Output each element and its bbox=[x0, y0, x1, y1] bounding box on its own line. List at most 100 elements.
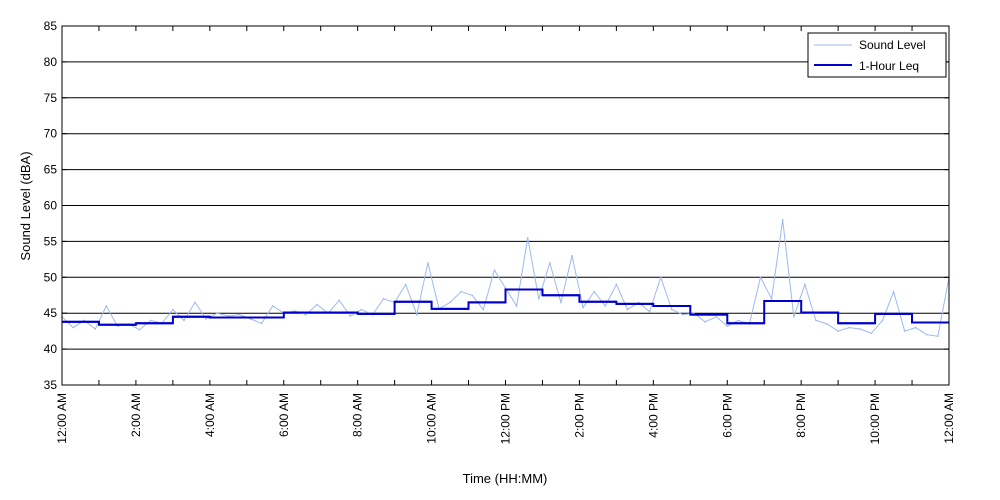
sound-level-point bbox=[94, 328, 97, 330]
sound-level-point bbox=[172, 308, 174, 311]
legend: Sound Level 1-Hour Leq bbox=[807, 32, 947, 78]
sound-level-point bbox=[593, 290, 595, 293]
sound-level-point bbox=[903, 330, 906, 332]
sound-level-point bbox=[116, 325, 119, 327]
sound-level-point bbox=[460, 290, 462, 293]
sound-level-point bbox=[781, 219, 784, 221]
series-layer bbox=[61, 219, 950, 337]
sound-level-point bbox=[271, 305, 274, 307]
y-axis-title: Sound Level (dBA) bbox=[18, 151, 33, 260]
x-tick-label: 12:00 PM bbox=[499, 393, 513, 444]
sound-level-point bbox=[926, 333, 928, 336]
sound-level-point bbox=[360, 308, 363, 311]
legend-label-1-hour-leq: 1-Hour Leq bbox=[859, 59, 919, 73]
x-tick-label: 10:00 PM bbox=[868, 393, 882, 444]
sound-level-point bbox=[826, 323, 828, 325]
x-tick-label: 8:00 AM bbox=[351, 393, 365, 437]
legend-box bbox=[807, 32, 947, 78]
sound-level-point bbox=[338, 299, 340, 302]
y-ticks: 35 40 45 50 55 60 65 70 75 80 85 bbox=[44, 19, 949, 392]
sound-level-point bbox=[626, 308, 629, 311]
x-tick-label: 12:00 AM bbox=[55, 393, 69, 444]
sound-level-point bbox=[759, 276, 762, 279]
y-tick-label: 35 bbox=[44, 378, 58, 392]
x-tick-label: 12:00 AM bbox=[942, 393, 956, 444]
sound-level-point bbox=[238, 313, 241, 316]
sound-level-point bbox=[72, 326, 74, 329]
sound-level-point bbox=[471, 294, 474, 297]
sound-level-point bbox=[804, 283, 806, 286]
sound-level-point bbox=[205, 318, 207, 320]
sound-level-point bbox=[138, 328, 141, 331]
sound-level-point bbox=[149, 319, 152, 322]
x-tick-label: 6:00 AM bbox=[277, 393, 291, 437]
sound-level-point bbox=[493, 269, 496, 271]
y-tick-label: 75 bbox=[44, 91, 58, 105]
sound-level-point bbox=[815, 319, 817, 322]
sound-level-point bbox=[637, 301, 640, 304]
sound-level-point bbox=[227, 315, 230, 317]
grid bbox=[62, 61, 949, 350]
sound-level-point bbox=[194, 301, 196, 304]
y-tick-label: 85 bbox=[44, 19, 58, 33]
sound-level-point bbox=[526, 237, 529, 239]
sound-level-point bbox=[582, 306, 584, 309]
legend-label-sound-level: Sound Level bbox=[859, 38, 926, 52]
x-tick-label: 8:00 PM bbox=[794, 393, 808, 438]
x-tick-label: 4:00 PM bbox=[646, 393, 660, 438]
y-tick-label: 40 bbox=[44, 342, 58, 356]
sound-level-point bbox=[260, 322, 263, 325]
sound-level-point bbox=[726, 325, 729, 327]
sound-level-point bbox=[881, 319, 884, 322]
sound-level-point bbox=[792, 315, 795, 318]
sound-level-point bbox=[183, 319, 185, 322]
sound-level-point bbox=[659, 276, 662, 279]
sound-level-point bbox=[427, 262, 429, 264]
sound-level-point bbox=[737, 319, 740, 322]
sound-level-point bbox=[870, 332, 873, 335]
sound-level-point bbox=[937, 335, 939, 337]
sound-level-point bbox=[892, 290, 895, 293]
sound-level-point bbox=[83, 319, 85, 322]
sound-level-point bbox=[560, 301, 562, 304]
sound-level-point bbox=[382, 298, 385, 300]
y-tick-label: 80 bbox=[44, 55, 58, 69]
sound-level-point bbox=[859, 328, 862, 330]
sound-level-point bbox=[671, 308, 673, 311]
sound-level-point bbox=[848, 326, 851, 329]
sound-level-point bbox=[549, 262, 551, 264]
sound-level-point bbox=[682, 313, 684, 316]
y-tick-label: 65 bbox=[44, 163, 58, 177]
sound-level-point bbox=[349, 315, 352, 317]
sound-level-point bbox=[648, 310, 651, 313]
sound-level-point bbox=[837, 330, 839, 332]
sound-level-point bbox=[604, 305, 607, 307]
sound-level-point bbox=[105, 305, 108, 307]
sound-level-point bbox=[416, 313, 418, 316]
sound-level-point bbox=[504, 287, 507, 289]
x-axis-title: Time (HH:MM) bbox=[463, 471, 548, 486]
y-tick-label: 45 bbox=[44, 306, 58, 320]
sound-level-point bbox=[482, 308, 485, 311]
sound-level-point bbox=[704, 321, 706, 323]
x-tick-label: 10:00 AM bbox=[425, 393, 439, 444]
sound-level-point bbox=[449, 301, 451, 304]
sound-level-point bbox=[515, 305, 518, 307]
y-tick-label: 70 bbox=[44, 127, 58, 141]
x-tick-label: 6:00 PM bbox=[720, 393, 734, 438]
y-tick-label: 50 bbox=[44, 270, 58, 284]
sound-level-point bbox=[715, 315, 717, 318]
sound-level-point bbox=[537, 298, 540, 300]
y-tick-label: 60 bbox=[44, 199, 58, 213]
sound-level-point bbox=[404, 283, 407, 286]
x-tick-label: 4:00 AM bbox=[203, 393, 217, 437]
x-ticks: 12:00 AM 2:00 AM 4:00 AM 6:00 AM 8:00 AM 10:0… bbox=[55, 26, 956, 444]
sound-level-point bbox=[316, 303, 318, 306]
sound-level-point bbox=[770, 298, 773, 300]
x-tick-label: 2:00 PM bbox=[572, 393, 586, 438]
y-tick-label: 55 bbox=[44, 234, 58, 248]
sound-level-point bbox=[615, 283, 618, 286]
sound-level-point bbox=[914, 326, 917, 329]
